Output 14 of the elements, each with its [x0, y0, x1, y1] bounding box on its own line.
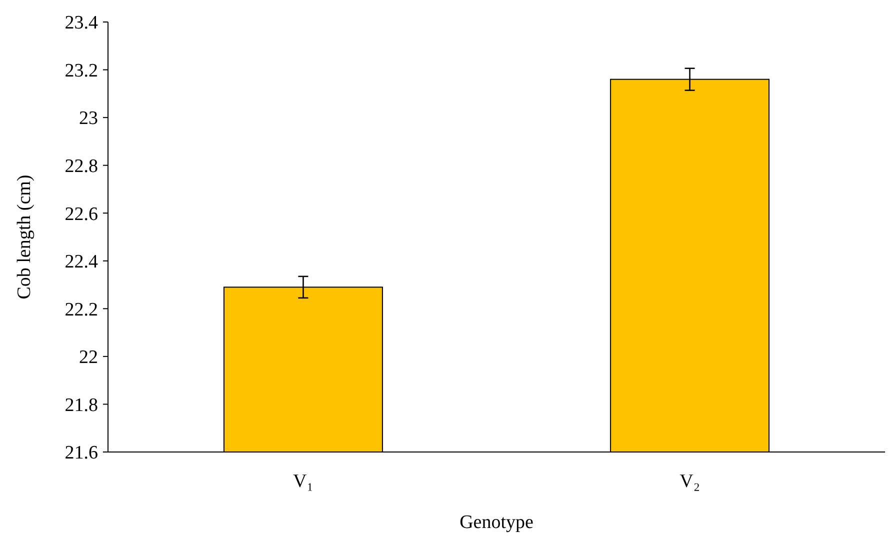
y-tick-label: 23.4	[64, 12, 98, 34]
y-tick-label: 22.2	[64, 299, 98, 320]
x-axis-title: Genotype	[460, 512, 534, 533]
y-tick-label: 22.6	[64, 204, 98, 225]
x-tick-label: V₁	[293, 471, 314, 492]
y-axis-title: Cob length (cm)	[14, 174, 35, 300]
x-tick-label: V₂	[680, 471, 700, 492]
y-tick-label: 21.6	[64, 442, 98, 464]
y-tick-label: 22.8	[64, 156, 98, 177]
y-tick-label: 22	[79, 347, 98, 368]
y-tick-label: 23	[79, 108, 98, 130]
y-tick-label: 21.8	[64, 394, 98, 416]
y-tick-label: 22.4	[64, 252, 98, 273]
y-tick-label: 23.2	[64, 60, 98, 82]
